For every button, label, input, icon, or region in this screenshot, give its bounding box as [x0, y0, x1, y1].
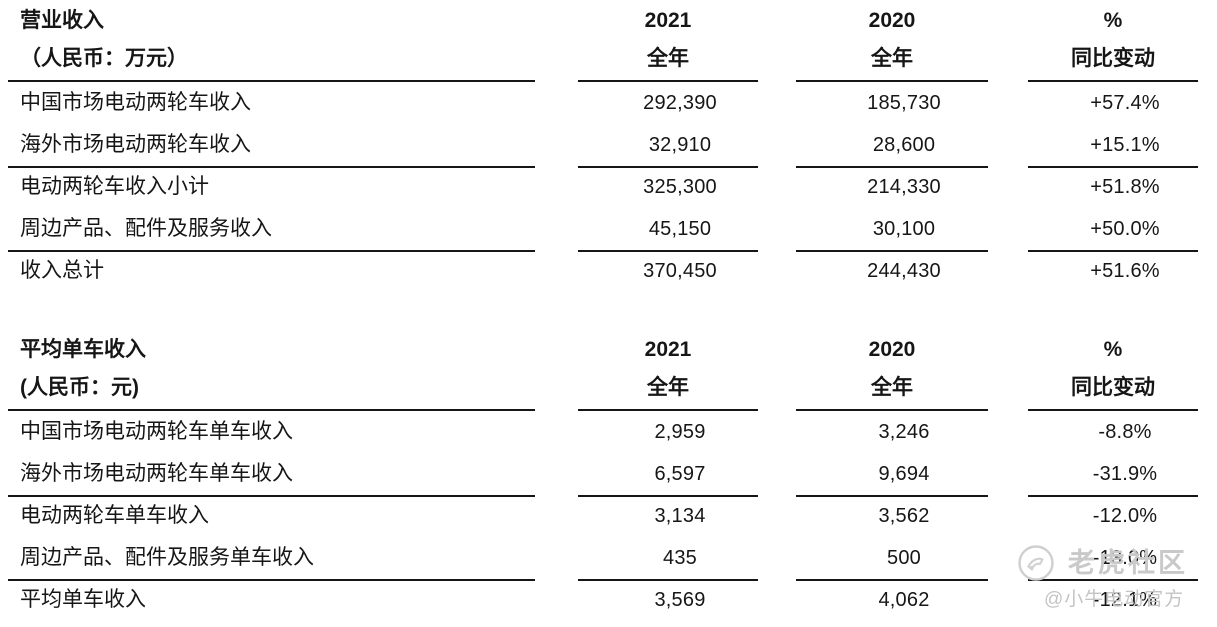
- value-2021: 370,450: [643, 260, 717, 282]
- column-header-change: % 同比变动: [1028, 2, 1198, 82]
- row-label: 海外市场电动两轮车单车收入: [20, 462, 293, 485]
- table-unit: (人民币：元): [20, 376, 139, 399]
- value-2020: 3,246: [878, 421, 930, 443]
- table-total-row: 平均单车收入 3,569 4,062 -12.1%: [8, 579, 1217, 621]
- table-row: 周边产品、配件及服务收入 45,150 30,100 +50.0%: [8, 208, 1217, 250]
- value-2021: 45,150: [648, 218, 712, 240]
- value-2020: 3,562: [878, 505, 930, 527]
- value-2021: 32,910: [648, 134, 712, 156]
- value-2020: 214,330: [867, 176, 941, 198]
- value-2020: 244,430: [867, 260, 941, 282]
- column-header-2020: 2020 全年: [796, 331, 988, 411]
- value-2020: 185,730: [867, 92, 941, 114]
- yoy-change: -31.9%: [1092, 463, 1158, 485]
- yoy-change: +50.0%: [1090, 218, 1160, 240]
- column-header-2020: 2020 全年: [796, 2, 988, 82]
- table-title-cell: 营业收入 （人民币：万元）: [8, 2, 535, 82]
- column-header-2021: 2021 全年: [578, 2, 758, 82]
- value-2021: 3,569: [654, 589, 706, 611]
- row-label: 电动两轮车收入小计: [20, 175, 209, 198]
- table-row: 中国市场电动两轮车收入 292,390 185,730 +57.4%: [8, 82, 1217, 124]
- value-2020: 9,694: [878, 463, 930, 485]
- per-vehicle-revenue-table: 平均单车收入 (人民币：元) 2021 全年 2020 全年 % 同比变动 中国…: [8, 329, 1217, 621]
- yoy-change: -12.0%: [1092, 505, 1158, 527]
- value-2021: 325,300: [643, 176, 717, 198]
- row-label: 平均单车收入: [20, 588, 146, 611]
- table-title-cell: 平均单车收入 (人民币：元): [8, 331, 535, 411]
- revenue-table-header: 营业收入 （人民币：万元） 2021 全年 2020 全年 % 同比变动: [8, 0, 1217, 82]
- row-label: 收入总计: [20, 259, 104, 282]
- table-title: 平均单车收入: [20, 338, 146, 361]
- table-row: 海外市场电动两轮车单车收入 6,597 9,694 -31.9%: [8, 453, 1217, 495]
- yoy-change: +51.8%: [1090, 176, 1160, 198]
- value-2021: 6,597: [654, 463, 706, 485]
- yoy-change: +15.1%: [1090, 134, 1160, 156]
- row-label: 周边产品、配件及服务单车收入: [20, 546, 314, 569]
- value-2021: 3,134: [654, 505, 706, 527]
- value-2020: 28,600: [872, 134, 936, 156]
- table-row: 海外市场电动两轮车收入 32,910 28,600 +15.1%: [8, 124, 1217, 166]
- row-label: 中国市场电动两轮车单车收入: [20, 420, 293, 443]
- value-2020: 30,100: [872, 218, 936, 240]
- value-2021: 292,390: [643, 92, 717, 114]
- table-row: 周边产品、配件及服务单车收入 435 500 -13.0%: [8, 537, 1217, 579]
- value-2021: 435: [663, 547, 697, 569]
- table-row: 电动两轮车收入小计 325,300 214,330 +51.8%: [8, 166, 1217, 208]
- row-label: 中国市场电动两轮车收入: [20, 91, 251, 114]
- row-label: 海外市场电动两轮车收入: [20, 133, 251, 156]
- per-vehicle-table-header: 平均单车收入 (人民币：元) 2021 全年 2020 全年 % 同比变动: [8, 329, 1217, 411]
- table-title: 营业收入: [20, 9, 104, 32]
- table-row: 电动两轮车单车收入 3,134 3,562 -12.0%: [8, 495, 1217, 537]
- yoy-change: -13.0%: [1092, 547, 1158, 569]
- value-2020: 4,062: [878, 589, 930, 611]
- table-unit: （人民币：万元）: [20, 47, 188, 70]
- table-row: 中国市场电动两轮车单车收入 2,959 3,246 -8.8%: [8, 411, 1217, 453]
- value-2020: 500: [887, 547, 921, 569]
- row-label: 电动两轮车单车收入: [20, 504, 209, 527]
- column-header-change: % 同比变动: [1028, 331, 1198, 411]
- yoy-change: -12.1%: [1092, 589, 1158, 611]
- column-header-2021: 2021 全年: [578, 331, 758, 411]
- yoy-change: +57.4%: [1090, 92, 1160, 114]
- value-2021: 2,959: [654, 421, 706, 443]
- row-label: 周边产品、配件及服务收入: [20, 217, 272, 240]
- yoy-change: -8.8%: [1098, 421, 1152, 443]
- yoy-change: +51.6%: [1090, 260, 1160, 282]
- table-total-row: 收入总计 370,450 244,430 +51.6%: [8, 250, 1217, 292]
- revenue-table: 营业收入 （人民币：万元） 2021 全年 2020 全年 % 同比变动 中国市…: [8, 0, 1217, 292]
